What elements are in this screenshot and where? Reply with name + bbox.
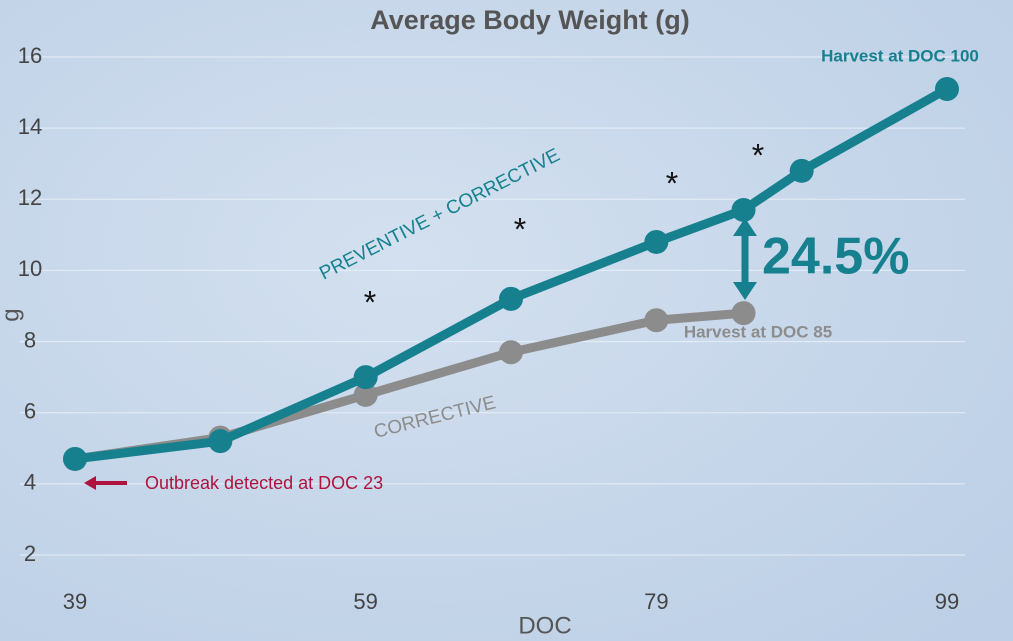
x-tick-label: 79 <box>644 589 668 614</box>
x-tick-label: 39 <box>63 589 87 614</box>
arrow-head <box>84 476 96 490</box>
annotation: Outbreak detected at DOC 23 <box>145 473 383 493</box>
annotation: Harvest at DOC 85 <box>684 322 832 341</box>
annotation: * <box>514 211 526 247</box>
data-point <box>644 229 669 254</box>
x-tick-label: 99 <box>935 589 959 614</box>
annotation: Harvest at DOC 100 <box>821 46 979 65</box>
y-tick-label: 10 <box>18 256 42 281</box>
y-tick-label: 8 <box>24 327 36 352</box>
annotation: * <box>364 284 376 320</box>
data-point <box>499 286 523 311</box>
chart-title: Average Body Weight (g) <box>370 5 690 35</box>
data-point <box>63 446 87 471</box>
arrow-head <box>733 282 757 300</box>
data-point <box>935 77 959 102</box>
annotation: * <box>752 137 764 173</box>
y-tick-label: 16 <box>18 43 42 68</box>
annotation: 24.5% <box>762 228 909 286</box>
data-point <box>731 197 756 222</box>
annotation: * <box>666 165 678 201</box>
y-tick-label: 4 <box>24 470 36 495</box>
y-axis-label: g <box>0 308 24 321</box>
data-point <box>644 308 669 333</box>
data-point <box>499 340 523 365</box>
data-point <box>208 429 233 454</box>
y-tick-label: 6 <box>24 399 36 424</box>
x-axis-label: DOC <box>518 612 571 639</box>
y-tick-label: 14 <box>18 114 42 139</box>
data-point <box>789 158 814 183</box>
y-tick-label: 2 <box>24 541 36 566</box>
y-tick-label: 12 <box>18 185 42 210</box>
data-point <box>731 301 756 326</box>
data-point <box>353 365 378 390</box>
x-tick-label: 59 <box>353 589 377 614</box>
arrow-head <box>733 218 757 236</box>
data-point <box>353 382 378 407</box>
